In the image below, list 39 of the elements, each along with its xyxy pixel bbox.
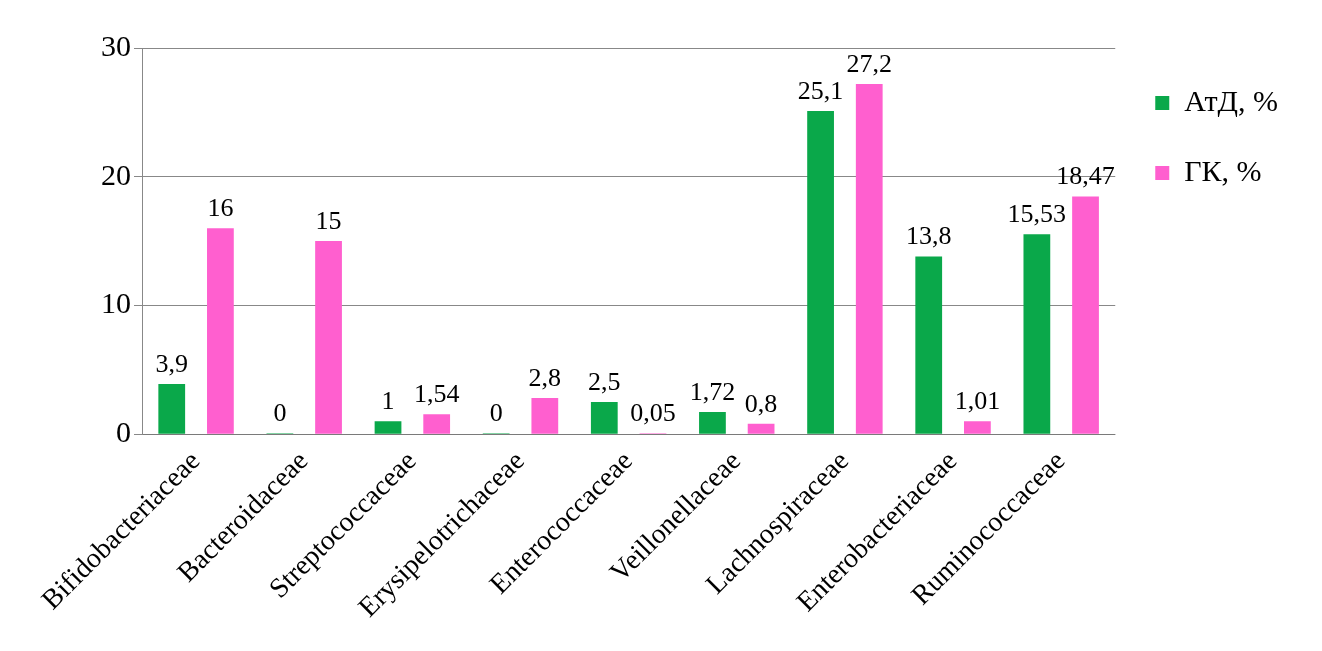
bar bbox=[1023, 234, 1051, 434]
data-label: 15 bbox=[315, 205, 342, 235]
bar bbox=[747, 423, 775, 434]
data-label: 16 bbox=[207, 193, 234, 223]
y-tick-label: 10 bbox=[101, 286, 131, 320]
bar bbox=[374, 421, 402, 434]
bar bbox=[699, 412, 726, 434]
bar bbox=[590, 401, 618, 434]
bar bbox=[1072, 196, 1099, 434]
bar bbox=[207, 228, 234, 434]
y-tick-label: 30 bbox=[101, 28, 131, 62]
bar bbox=[855, 84, 883, 434]
data-label: 27,2 bbox=[846, 48, 892, 78]
bar bbox=[158, 383, 186, 434]
bar bbox=[315, 241, 342, 434]
data-label: 0,8 bbox=[744, 388, 778, 418]
data-label: 25,1 bbox=[797, 75, 844, 105]
bar bbox=[964, 421, 991, 434]
data-label: 1 bbox=[381, 386, 395, 416]
bar bbox=[915, 256, 943, 434]
data-label: 1,01 bbox=[954, 385, 1001, 415]
bar bbox=[807, 111, 834, 434]
bar bbox=[531, 398, 559, 434]
y-tick-label: 20 bbox=[101, 157, 131, 191]
data-label: 1,54 bbox=[413, 379, 460, 409]
data-label: 0 bbox=[489, 397, 503, 427]
data-label: 2,8 bbox=[528, 362, 562, 392]
data-label: 15,53 bbox=[1007, 199, 1067, 229]
bar bbox=[423, 414, 451, 434]
data-label: 13,8 bbox=[905, 221, 952, 251]
data-label: 0 bbox=[273, 397, 287, 427]
data-label: 18,47 bbox=[1056, 161, 1115, 191]
data-label: 0,05 bbox=[630, 397, 676, 427]
data-label: 2,5 bbox=[588, 366, 621, 396]
y-tick-label: 0 bbox=[116, 415, 131, 449]
data-label: 3,9 bbox=[155, 348, 188, 378]
legend-label: ГК, % bbox=[1184, 153, 1262, 187]
legend-label: АтД, % bbox=[1184, 83, 1279, 117]
data-label: 1,72 bbox=[689, 376, 736, 406]
